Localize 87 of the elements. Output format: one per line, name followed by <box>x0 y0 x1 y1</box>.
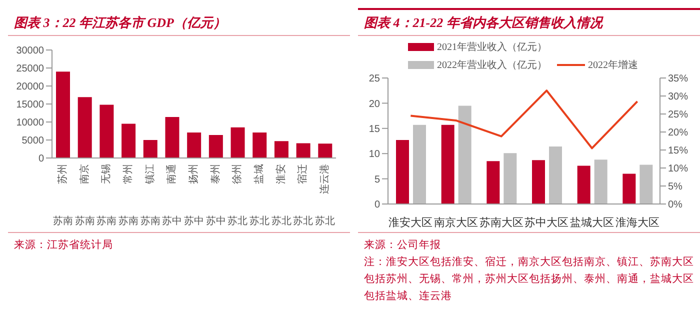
x-tick-label: 淮海大区 <box>615 216 660 229</box>
text: 苏南 <box>52 215 73 227</box>
text: 苏南 <box>96 215 117 227</box>
legend-label: 2022年增速 <box>587 58 638 72</box>
bar <box>594 160 608 204</box>
bar <box>318 144 332 158</box>
x-tick-label: 徐州 <box>231 164 244 184</box>
source-note: 来源：江苏省统计局 <box>14 238 114 253</box>
y-tick-label: 0 <box>38 154 44 165</box>
x-tick-label: 宿迁 <box>296 164 309 184</box>
y2-tick-label: 35% <box>668 74 688 85</box>
legend-label: 2022年营业收入（亿元） <box>436 58 547 72</box>
bar <box>504 153 517 204</box>
x-tick-label: 淮安 <box>274 164 287 184</box>
text: 注：淮安大区包括淮安、宿迁，南京大区包括南京、镇江、苏南大区包括苏州、无锡、常州，苏州大区包括扬州、泰州、南通，盐城大区包括盐城、连云港 <box>364 255 694 304</box>
x-tick-label: 苏州 <box>56 164 68 184</box>
bar <box>577 166 590 204</box>
text: 苏北 <box>315 215 336 227</box>
text: 苏南 <box>118 215 138 227</box>
y-tick-label: 5000 <box>22 136 44 147</box>
x-tick-label: 南京大区 <box>434 216 478 229</box>
x-tick-label: 淮安大区 <box>388 216 433 229</box>
bar <box>441 124 454 204</box>
bar <box>549 146 562 204</box>
x-tick-label: 扬州 <box>188 164 200 184</box>
bar <box>100 104 114 158</box>
text: 苏北 <box>228 215 248 227</box>
y-tick-label: 0 <box>374 200 380 211</box>
x-tick-label: 苏中大区 <box>524 216 569 229</box>
bar <box>143 140 158 158</box>
source-note: 来源：公司年报 <box>364 238 442 253</box>
line-series <box>410 90 638 150</box>
x-tick-label: 无锡 <box>101 164 112 184</box>
x-tick-label: 常州 <box>122 164 134 184</box>
y2-tick-label: 15% <box>668 146 688 157</box>
bar <box>458 106 472 204</box>
bar <box>622 174 636 204</box>
y2-tick-label: 5% <box>668 182 683 193</box>
bar <box>187 132 202 158</box>
y-tick-label: 20000 <box>16 82 44 93</box>
text: 苏中 <box>206 215 226 227</box>
y2-tick-label: 25% <box>668 110 688 121</box>
y-tick-label: 25 <box>368 74 380 85</box>
bar <box>56 72 70 158</box>
x-tick-label: 南京 <box>78 164 90 184</box>
bar <box>486 161 500 204</box>
bar <box>122 124 136 158</box>
y-tick-label: 15000 <box>16 100 44 111</box>
text: 苏南 <box>74 215 95 227</box>
bar <box>208 134 223 158</box>
x-tick-label: 苏南大区 <box>479 216 524 229</box>
x-tick-label: 连云港 <box>318 164 331 194</box>
chart-title: 图表 3：22 年江苏各市 GDP（亿元） <box>8 8 350 36</box>
y2-tick-label: 30% <box>668 92 688 103</box>
bar <box>230 127 245 158</box>
bar <box>413 124 426 204</box>
y-tick-label: 10 <box>368 149 380 160</box>
legend-label: 2021年营业收入（亿元） <box>436 40 547 54</box>
x-tick-label: 泰州 <box>209 164 222 184</box>
y-tick-label: 20 <box>368 98 380 110</box>
x-tick-label: 盐城大区 <box>570 216 614 229</box>
bar <box>274 141 288 158</box>
bar <box>396 140 409 204</box>
y2-tick-label: 20% <box>668 128 688 139</box>
y-tick-label: 25000 <box>16 64 44 75</box>
y-tick-label: 30000 <box>16 46 44 57</box>
bar <box>78 97 92 158</box>
bar <box>296 143 310 158</box>
text: 苏北 <box>271 215 292 227</box>
x-tick-label: 镇江 <box>144 164 156 185</box>
y2-tick-label: 0% <box>668 200 683 211</box>
text: 苏中 <box>162 215 182 227</box>
y-tick-label: 15 <box>368 124 380 135</box>
bar <box>640 164 653 204</box>
bar <box>532 160 545 204</box>
x-tick-label: 盐城 <box>253 164 266 184</box>
bar <box>165 116 180 158</box>
x-tick-label: 南通 <box>166 164 178 184</box>
text: 苏南 <box>140 215 160 227</box>
y-tick-label: 5 <box>374 174 380 186</box>
y-tick-label: 10000 <box>16 118 44 129</box>
y2-tick-label: 10% <box>668 164 688 175</box>
bar <box>252 132 267 158</box>
text: 苏中 <box>184 215 204 227</box>
text: 苏北 <box>250 215 270 227</box>
chart-title: 图表 4：21-22 年省内各大区销售收入情况 <box>358 8 700 36</box>
text: 苏北 <box>293 215 314 227</box>
